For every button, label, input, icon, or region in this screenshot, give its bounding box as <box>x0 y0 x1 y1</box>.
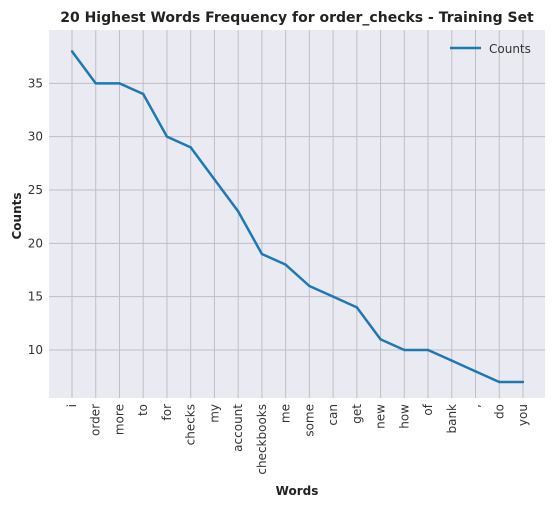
y-tick-label: 15 <box>28 290 43 304</box>
data-point <box>426 348 430 352</box>
y-tick-label: 10 <box>28 343 43 357</box>
data-point <box>260 252 264 256</box>
data-point <box>165 135 169 138</box>
x-tick-label: more <box>112 404 126 435</box>
x-tick-label: , <box>469 404 483 408</box>
x-tick-label: checkbooks <box>255 404 269 475</box>
x-tick-label: how <box>397 404 411 429</box>
data-point <box>379 338 382 341</box>
data-point <box>403 348 406 352</box>
x-axis-label: Words <box>276 484 319 498</box>
x-tick-label: do <box>492 404 506 419</box>
y-axis: 10 15 20 25 30 35 <box>28 76 43 357</box>
y-tick-label: 35 <box>28 76 43 90</box>
x-tick-label: order <box>89 404 103 436</box>
data-point <box>450 359 453 362</box>
x-tick-label: for <box>160 404 174 421</box>
data-point <box>521 380 525 384</box>
data-point <box>213 178 216 181</box>
x-tick-label: get <box>350 404 364 424</box>
x-tick-label: some <box>302 404 316 437</box>
x-tick-label: can <box>326 404 340 426</box>
x-tick-label: account <box>231 404 245 452</box>
x-tick-label: me <box>279 404 293 423</box>
x-axis: i order more to for checks my account checkbooks… <box>65 403 530 474</box>
y-tick-label: 25 <box>28 183 43 197</box>
data-point <box>308 284 311 288</box>
plot-area <box>49 30 545 398</box>
x-tick-label: my <box>207 404 221 423</box>
x-tick-label: of <box>421 403 435 415</box>
data-point <box>331 295 335 298</box>
data-point <box>355 306 359 309</box>
data-point <box>142 92 145 96</box>
series-line-counts <box>70 50 523 384</box>
chart-title: 20 Highest Words Frequency for order_che… <box>60 10 534 26</box>
data-point <box>498 380 501 384</box>
data-point <box>189 146 192 149</box>
data-point <box>284 263 287 266</box>
y-tick-label: 30 <box>28 130 43 144</box>
data-point <box>236 210 240 213</box>
x-tick-label: checks <box>184 404 198 445</box>
grid <box>49 30 545 398</box>
x-tick-label: bank <box>445 404 459 434</box>
y-tick-label: 20 <box>28 236 43 250</box>
data-point <box>70 50 74 53</box>
y-axis-label: Counts <box>10 192 24 239</box>
x-tick-label: i <box>65 404 79 407</box>
x-tick-label: to <box>136 404 150 416</box>
data-point <box>118 82 121 85</box>
legend: Counts <box>450 42 531 56</box>
x-tick-label: you <box>516 404 530 426</box>
series-layer <box>70 50 525 384</box>
legend-label-counts: Counts <box>489 42 531 56</box>
data-point <box>94 82 97 85</box>
x-tick-label: new <box>374 404 388 429</box>
data-point <box>474 370 477 373</box>
